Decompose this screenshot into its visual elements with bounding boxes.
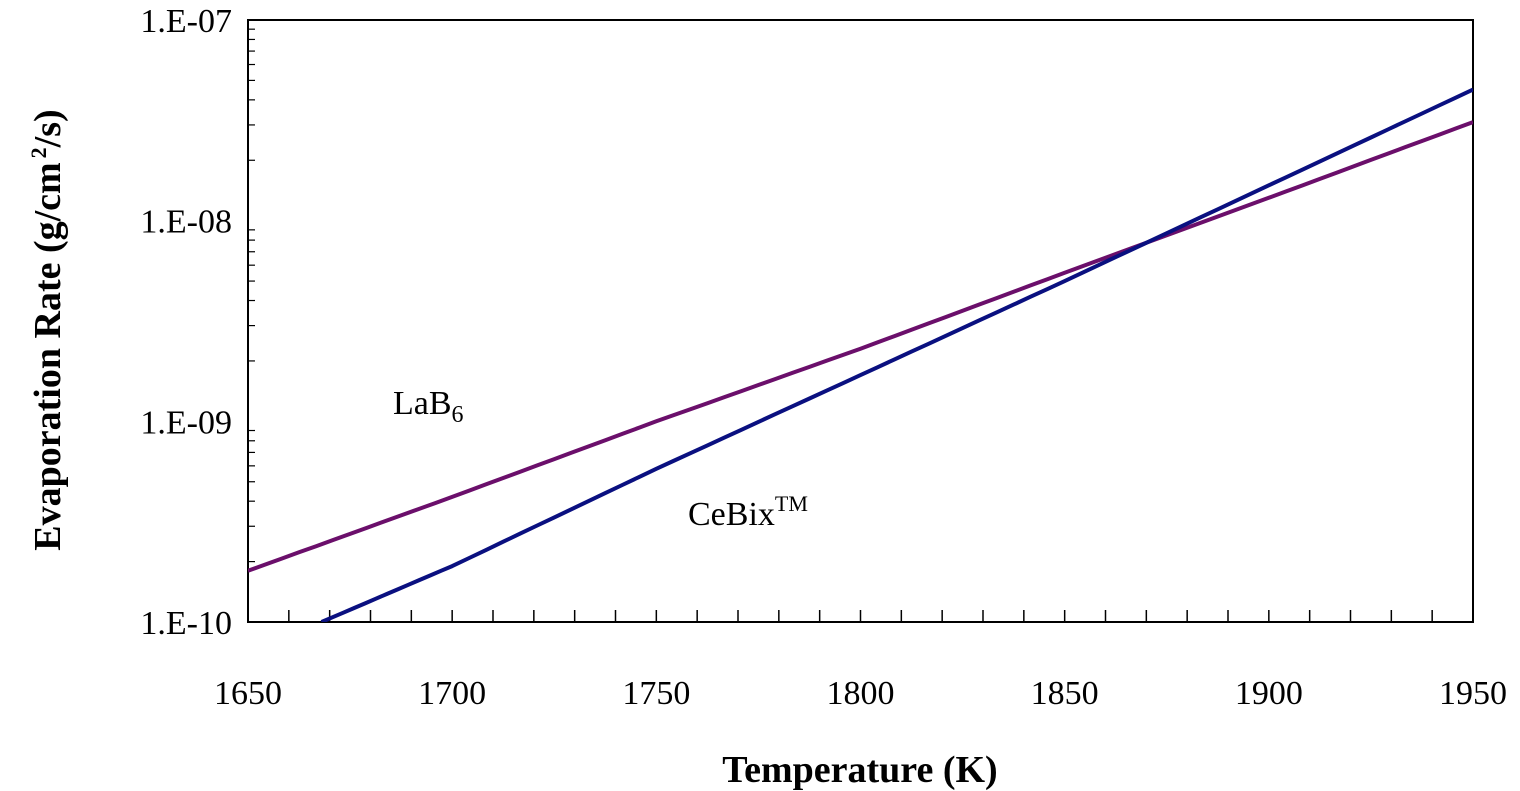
- series-layer: [248, 90, 1473, 622]
- x-tick-label: 1650: [214, 675, 282, 712]
- y-tick-label: 1.E-08: [140, 204, 232, 241]
- y-tick-label: 1.E-09: [140, 404, 232, 441]
- lab6-label: LaB6: [393, 385, 464, 428]
- y-axis-title: Evaporation Rate (g/cm 2/s): [26, 109, 69, 550]
- cebix-label-superscript: TM: [775, 491, 808, 516]
- x-axis-title: Temperature (K): [722, 749, 997, 791]
- x-tick-label: 1950: [1439, 675, 1507, 712]
- y-tick-label: 1.E-07: [140, 3, 232, 40]
- x-tick-label: 1850: [1031, 675, 1099, 712]
- y-axis-title-superscript: 2: [26, 147, 51, 158]
- y-axis-title-tail: /s): [27, 109, 69, 148]
- lab6-label-subscript: 6: [452, 402, 464, 428]
- x-tick-label: 1800: [827, 675, 895, 712]
- minor-ticks: [248, 29, 1473, 622]
- y-tick-labels: 1.E-10 1.E-09 1.E-08 1.E-07: [140, 3, 232, 642]
- x-tick-label: 1900: [1235, 675, 1303, 712]
- x-tick-label: 1750: [622, 675, 690, 712]
- y-axis-title-main: Evaporation Rate (g/cm: [27, 162, 69, 550]
- y-tick-label: 1.E-10: [140, 605, 232, 642]
- plot-area-frame: [248, 20, 1473, 622]
- series-line-1: [322, 90, 1474, 622]
- lab6-label-base: LaB: [393, 385, 452, 422]
- series-line-0: [248, 122, 1473, 571]
- x-tick-labels: 1650 1700 1750 1800 1850 1900 1950: [214, 675, 1507, 712]
- x-tick-label: 1700: [418, 675, 486, 712]
- cebix-label: CeBixTM: [688, 491, 808, 533]
- cebix-label-base: CeBix: [688, 496, 775, 533]
